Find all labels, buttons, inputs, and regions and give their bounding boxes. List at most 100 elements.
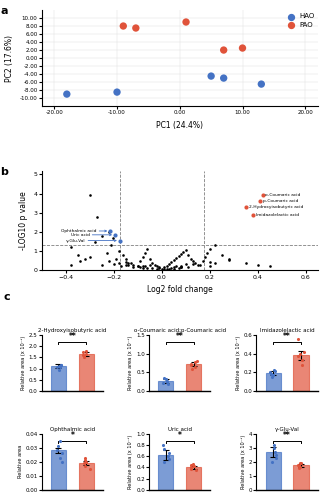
- Point: [273, 454, 278, 462]
- Point: [299, 356, 304, 364]
- Point: [273, 450, 279, 458]
- Y-axis label: -LOG10 p value: -LOG10 p value: [19, 191, 28, 250]
- Text: c: c: [3, 292, 10, 302]
- Point: [176, 264, 181, 272]
- Point: [298, 462, 303, 470]
- Point: [140, 253, 145, 261]
- Point: [154, 265, 160, 273]
- Point: [296, 336, 301, 344]
- Point: [164, 265, 169, 273]
- Point: [59, 458, 64, 466]
- Point: [226, 255, 231, 263]
- Title: o-Coumaric acid;p-Coumaric acid: o-Coumaric acid;p-Coumaric acid: [134, 328, 226, 333]
- Point: [57, 436, 63, 444]
- Point: [190, 460, 195, 468]
- Point: [299, 361, 305, 369]
- Point: [209, 72, 214, 80]
- Point: [176, 252, 181, 260]
- Point: [82, 352, 87, 360]
- Point: [54, 446, 59, 454]
- Point: [165, 452, 170, 460]
- Point: [143, 249, 148, 257]
- Title: γ-Glu-Val: γ-Glu-Val: [275, 427, 299, 432]
- Point: [87, 465, 92, 473]
- Point: [186, 264, 191, 272]
- Point: [269, 373, 274, 381]
- Point: [178, 250, 184, 258]
- Point: [82, 456, 88, 464]
- Point: [183, 246, 188, 254]
- Point: [164, 378, 169, 386]
- Point: [58, 360, 64, 368]
- Point: [167, 450, 172, 458]
- X-axis label: Log2 fold change: Log2 fold change: [147, 285, 213, 294]
- Point: [58, 362, 64, 370]
- Point: [188, 255, 193, 263]
- Point: [145, 245, 150, 253]
- Point: [240, 44, 245, 52]
- Point: [178, 263, 184, 271]
- Point: [145, 264, 150, 272]
- Point: [259, 80, 264, 88]
- Point: [81, 459, 86, 467]
- Point: [56, 366, 61, 374]
- Point: [165, 380, 170, 388]
- Point: [169, 258, 174, 266]
- Point: [191, 462, 196, 470]
- Text: b: b: [0, 166, 8, 176]
- Point: [162, 458, 167, 466]
- Point: [83, 350, 89, 358]
- Point: [130, 260, 135, 268]
- Point: [194, 466, 199, 474]
- Point: [301, 348, 307, 356]
- Point: [198, 260, 203, 268]
- Text: **: **: [283, 432, 291, 440]
- Point: [135, 262, 140, 270]
- Point: [81, 354, 86, 362]
- Point: [297, 462, 302, 469]
- Bar: [265, 452, 281, 490]
- Bar: [51, 366, 66, 391]
- Point: [110, 234, 115, 241]
- Point: [189, 361, 194, 369]
- Point: [83, 458, 88, 466]
- Point: [189, 364, 194, 372]
- Text: 2-Hydroxyisobutyric acid: 2-Hydroxyisobutyric acid: [249, 205, 303, 209]
- Point: [82, 462, 88, 470]
- Point: [123, 260, 128, 268]
- Point: [271, 441, 276, 449]
- Point: [59, 450, 65, 458]
- Point: [140, 262, 145, 270]
- Point: [75, 251, 80, 259]
- Point: [219, 251, 224, 259]
- Text: *: *: [178, 432, 182, 440]
- Bar: [79, 463, 94, 490]
- Point: [270, 458, 275, 466]
- Point: [116, 247, 121, 255]
- Bar: [186, 364, 201, 391]
- Point: [193, 258, 198, 266]
- Point: [178, 264, 184, 272]
- Bar: [51, 450, 66, 490]
- Point: [195, 260, 200, 268]
- Point: [161, 446, 166, 454]
- Point: [161, 265, 167, 273]
- Point: [212, 258, 217, 266]
- Point: [181, 248, 186, 256]
- Point: [163, 375, 169, 383]
- Y-axis label: Relative area (x 10⁻³): Relative area (x 10⁻³): [241, 434, 246, 489]
- Point: [118, 262, 124, 270]
- Point: [212, 242, 217, 250]
- Point: [111, 260, 116, 268]
- Point: [108, 227, 113, 235]
- Point: [126, 258, 131, 266]
- Point: [123, 258, 128, 266]
- Point: [159, 266, 164, 274]
- Text: p-Coumaric acid: p-Coumaric acid: [263, 199, 299, 203]
- Point: [298, 350, 303, 358]
- Legend: HAO, PAO: HAO, PAO: [281, 10, 317, 30]
- Point: [207, 245, 212, 253]
- Point: [117, 236, 122, 244]
- X-axis label: PC1 (24.4%): PC1 (24.4%): [156, 121, 203, 130]
- Point: [68, 244, 73, 252]
